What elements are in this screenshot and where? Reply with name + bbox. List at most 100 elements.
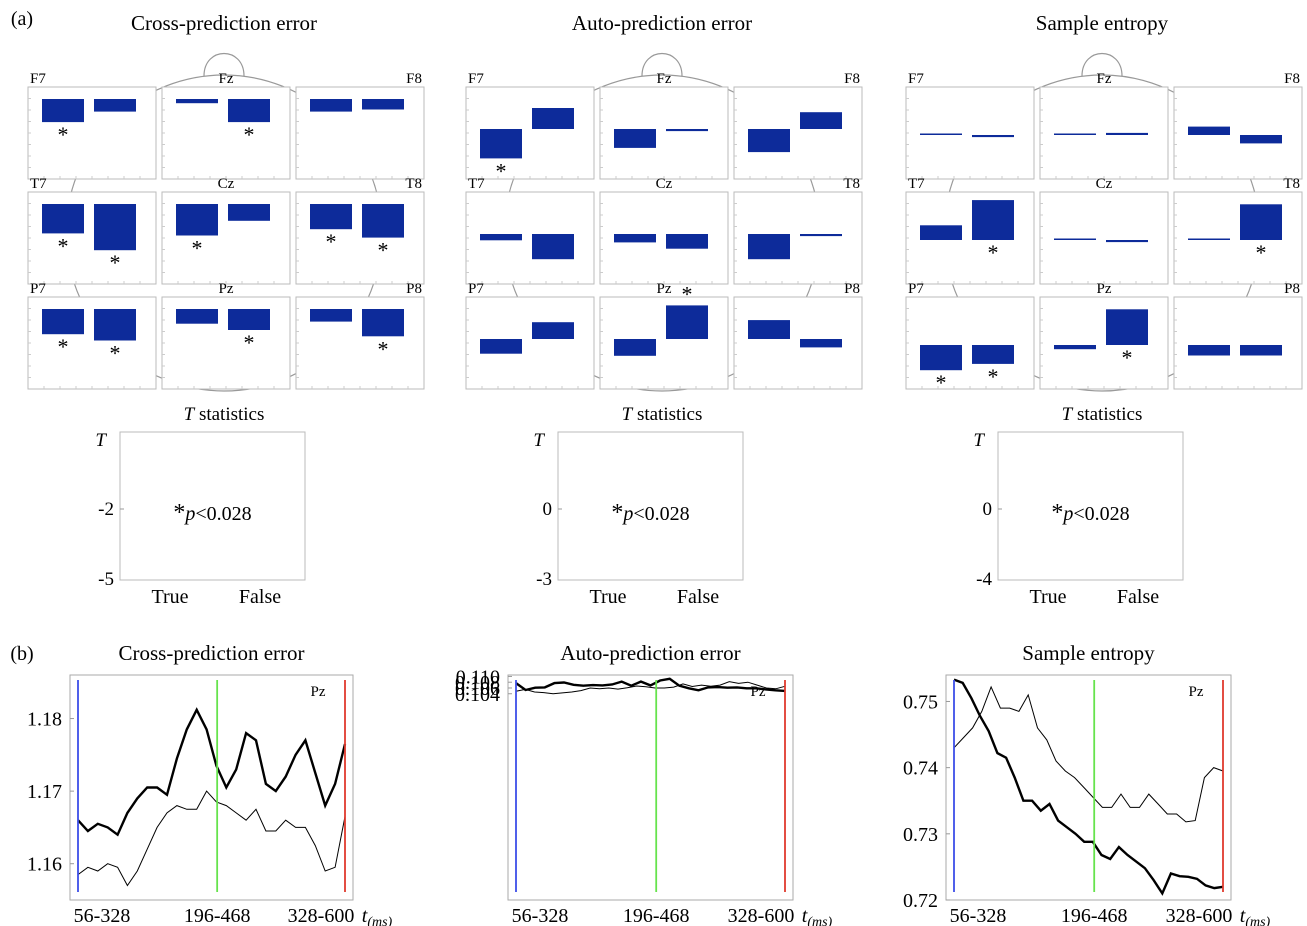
significance-star: * — [58, 233, 69, 258]
window-label: 56-328 — [950, 905, 1007, 926]
plot-frame — [507, 674, 794, 901]
series-line — [77, 707, 347, 837]
electrode-label: F8 — [406, 71, 422, 87]
significance-star: * — [244, 330, 255, 355]
time-axis-unit: (ms) — [807, 915, 832, 926]
chart-title: Sample entropy — [1022, 641, 1155, 665]
plot-frame — [945, 674, 1232, 901]
head-nose — [203, 52, 245, 77]
bar — [972, 200, 1014, 240]
tstat-title: T statistics — [622, 404, 703, 425]
significance-star: * — [192, 236, 203, 261]
electrode-box-Cz: Cz — [599, 176, 729, 285]
bar — [228, 99, 270, 123]
time-axis-unit: (ms) — [367, 915, 392, 926]
ytick-label: 0.106 — [455, 678, 500, 700]
line-chart-2: Sample entropy 0.72 0.73 0.74 0.75 Pz 56-328 19… — [903, 641, 1271, 926]
tstat-axis-label: T — [973, 430, 985, 451]
significance-star: * — [682, 281, 693, 306]
xtick-false: False — [677, 586, 719, 608]
tstat-title-t: T — [622, 404, 634, 425]
electrode-label: T8 — [405, 176, 422, 192]
electrode-box-Fz: Fz * — [161, 71, 291, 180]
time-axis-t: t — [1240, 905, 1246, 926]
time-axis-unit: (ms) — [1245, 915, 1270, 926]
chart-title: Auto-prediction error — [572, 11, 752, 35]
significance-star: * — [988, 364, 999, 389]
annotation-p: p — [183, 503, 195, 525]
tstat-title: T statistics — [184, 404, 265, 425]
bar — [748, 234, 790, 260]
time-axis-label: t(ms) — [362, 905, 393, 926]
bar — [920, 225, 962, 240]
tstat-ytick: 0 — [543, 499, 553, 520]
electrode-label: Cz — [218, 176, 235, 192]
bar — [1188, 345, 1230, 356]
ytick-label: 0.73 — [903, 824, 938, 846]
electrode-frame — [1173, 191, 1303, 285]
electrode-box-P8: P8 — [1173, 281, 1303, 390]
bar — [1054, 133, 1096, 135]
electrode-box-T7: T7 * * — [27, 176, 157, 285]
annotation-rest: <0.028 — [1073, 503, 1129, 525]
significance-star: * — [326, 229, 337, 254]
bar — [480, 129, 522, 159]
electrode-label: P7 — [30, 281, 46, 297]
bar — [1188, 126, 1230, 135]
electrode-label: Cz — [1096, 176, 1113, 192]
electrode-label: Pz — [1189, 684, 1204, 700]
bar — [1106, 240, 1148, 243]
tstat-annotation: *p<0.028 — [173, 500, 251, 526]
electrode-frame — [1039, 191, 1169, 285]
electrode-label: Fz — [657, 71, 672, 87]
electrode-box-T7: T7 * — [905, 176, 1035, 285]
bar — [1054, 345, 1096, 350]
electrode-label: T8 — [843, 176, 860, 192]
window-label: 328-600 — [728, 905, 795, 926]
tstat-annotation: *p<0.028 — [1051, 500, 1129, 526]
bar — [310, 309, 352, 322]
annotation-star: * — [1051, 500, 1063, 526]
electrode-label: T7 — [30, 176, 47, 192]
electrode-frame — [905, 296, 1035, 390]
electrode-frame — [1039, 296, 1169, 390]
annotation-star: * — [173, 500, 185, 526]
tstat-ytick: -5 — [98, 569, 114, 590]
tstat-ytick: -3 — [536, 569, 552, 590]
bar — [666, 234, 708, 249]
tstat-frame — [997, 431, 1184, 581]
panel-b-label: (b) — [10, 643, 33, 665]
electrode-label: P8 — [1284, 281, 1300, 297]
bar — [94, 99, 136, 112]
bar — [1240, 204, 1282, 240]
topoplot-0: Cross-prediction error F7 * Fz * F8 T7 * * Cz * T8 *… — [27, 11, 425, 392]
electrode-label: P7 — [908, 281, 924, 297]
bar — [362, 204, 404, 238]
window-label: 196-468 — [623, 905, 690, 926]
topoplot-2: Sample entropy F7 Fz F8 T7 * Cz T8 * P7 * * Pz * P8 — [905, 11, 1303, 395]
annotation-p: p — [621, 503, 633, 525]
electrode-box-P7: P7 — [465, 281, 595, 390]
bar — [1188, 238, 1230, 240]
significance-star: * — [58, 334, 69, 359]
electrode-box-F8: F8 — [295, 71, 425, 180]
electrode-box-Fz: Fz — [599, 71, 729, 180]
tstat-ytick: -2 — [98, 499, 114, 520]
tstat-title-rest: statistics — [1072, 404, 1142, 425]
series-line — [77, 790, 346, 887]
electrode-box-F7: F7 * — [27, 71, 157, 180]
electrode-label: Pz — [657, 281, 672, 297]
tstat-title-rest: statistics — [194, 404, 264, 425]
bar — [480, 234, 522, 241]
tstat-annotation: *p<0.028 — [611, 500, 689, 526]
electrode-label: Fz — [219, 71, 234, 87]
significance-star: * — [58, 122, 69, 147]
tstat-title-rest: statistics — [632, 404, 702, 425]
electrode-label: F8 — [844, 71, 860, 87]
bar — [480, 339, 522, 354]
bar — [748, 320, 790, 339]
electrode-label: P8 — [406, 281, 422, 297]
ytick-label: 1.18 — [27, 709, 62, 731]
